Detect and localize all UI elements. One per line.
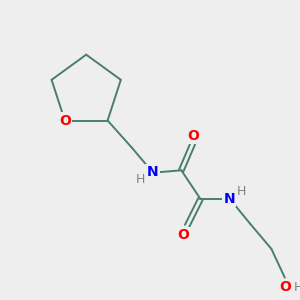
Text: O: O	[187, 129, 199, 143]
Text: O: O	[59, 113, 71, 128]
Text: N: N	[147, 165, 158, 179]
Text: O: O	[279, 280, 291, 294]
Text: N: N	[224, 192, 235, 206]
Text: H: H	[293, 281, 300, 294]
Text: H: H	[237, 185, 246, 198]
Text: O: O	[177, 228, 189, 242]
Text: H: H	[136, 173, 145, 186]
